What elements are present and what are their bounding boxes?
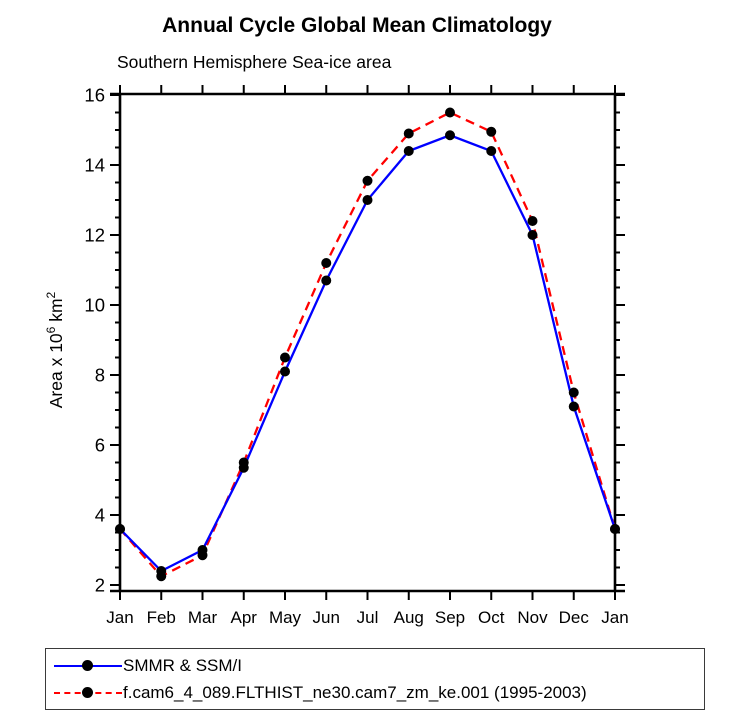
x-tick-label: Dec	[559, 608, 590, 627]
data-point-marker	[527, 216, 538, 226]
chart-subtitle: Southern Hemisphere Sea-ice area	[117, 52, 392, 72]
data-point-marker	[321, 258, 332, 268]
data-point-marker	[156, 566, 167, 576]
y-tick-label: 12	[84, 225, 105, 246]
data-point-marker	[362, 195, 373, 205]
data-point-marker	[280, 366, 290, 377]
legend-label-model: f.cam6_4_089.FLTHIST_ne30.cam7_zm_ke.001…	[123, 683, 587, 702]
annual-cycle-line-chart: 2 4 6 8 10 12 14 16 Jan Feb Mar Apr May Jun Jul Aug Sep O…	[44, 85, 629, 628]
y-axis-label: Area x 106 km2	[44, 291, 66, 408]
data-point-marker	[527, 230, 538, 240]
x-tick-label: May	[269, 608, 302, 627]
y-tick-label: 6	[95, 435, 105, 456]
x-tick-label: Sep	[435, 608, 465, 627]
x-tick-label: Nov	[517, 608, 548, 627]
legend-item-model: f.cam6_4_089.FLTHIST_ne30.cam7_zm_ke.001…	[46, 680, 704, 706]
data-point-marker	[362, 175, 373, 186]
data-point-marker	[568, 401, 579, 412]
legend-marker-dot-icon	[82, 687, 93, 698]
data-point-marker	[568, 387, 579, 398]
x-tick-label: Jan	[601, 608, 628, 627]
data-point-marker	[197, 545, 208, 555]
data-point-marker	[115, 524, 125, 534]
x-tick-label: Jul	[357, 608, 379, 627]
data-point-marker	[445, 107, 455, 118]
x-tick-label: Feb	[147, 608, 176, 627]
x-tick-label: Apr	[231, 608, 258, 627]
x-tick-label: Mar	[188, 608, 218, 627]
legend-marker-dot-icon	[82, 660, 93, 671]
data-point-marker	[445, 130, 455, 141]
legend-label-observations: SMMR & SSM/I	[123, 656, 243, 675]
x-tick-label: Oct	[478, 608, 505, 627]
x-tick-label: Jan	[106, 608, 133, 627]
data-point-marker	[610, 524, 620, 534]
x-tick-label: Aug	[394, 608, 424, 627]
y-tick-label: 16	[84, 85, 105, 106]
data-point-marker	[238, 462, 249, 473]
y-tick-label: 2	[95, 575, 105, 596]
y-tick-label: 4	[95, 505, 105, 526]
legend: SMMR & SSM/I f.cam6_4_089.FLTHIST_ne30.c…	[45, 648, 705, 710]
data-point-marker	[403, 128, 414, 139]
chart-title: Annual Cycle Global Mean Climatology	[162, 14, 552, 37]
y-tick-label: 8	[95, 365, 105, 386]
data-point-marker	[403, 146, 414, 156]
x-tick-label: Jun	[313, 608, 340, 627]
y-tick-label: 14	[84, 155, 105, 176]
data-point-marker	[486, 126, 497, 137]
data-point-marker	[321, 275, 332, 286]
data-point-marker	[486, 146, 497, 156]
data-point-marker	[280, 352, 290, 363]
legend-item-observations: SMMR & SSM/I	[46, 653, 704, 679]
y-tick-label: 10	[84, 295, 105, 316]
